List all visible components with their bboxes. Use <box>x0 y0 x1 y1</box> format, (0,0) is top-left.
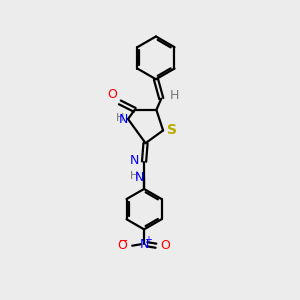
Text: H: H <box>116 112 124 123</box>
Text: N: N <box>135 171 144 184</box>
Text: H: H <box>130 172 139 182</box>
Text: N: N <box>140 238 149 251</box>
Text: O: O <box>107 88 117 100</box>
Text: S: S <box>167 123 177 137</box>
Text: O: O <box>118 239 128 252</box>
Text: N: N <box>118 112 128 125</box>
Text: N: N <box>129 154 139 166</box>
Text: O: O <box>161 239 171 252</box>
Text: −: − <box>118 236 128 246</box>
Text: H: H <box>169 88 179 101</box>
Text: +: + <box>144 236 152 245</box>
